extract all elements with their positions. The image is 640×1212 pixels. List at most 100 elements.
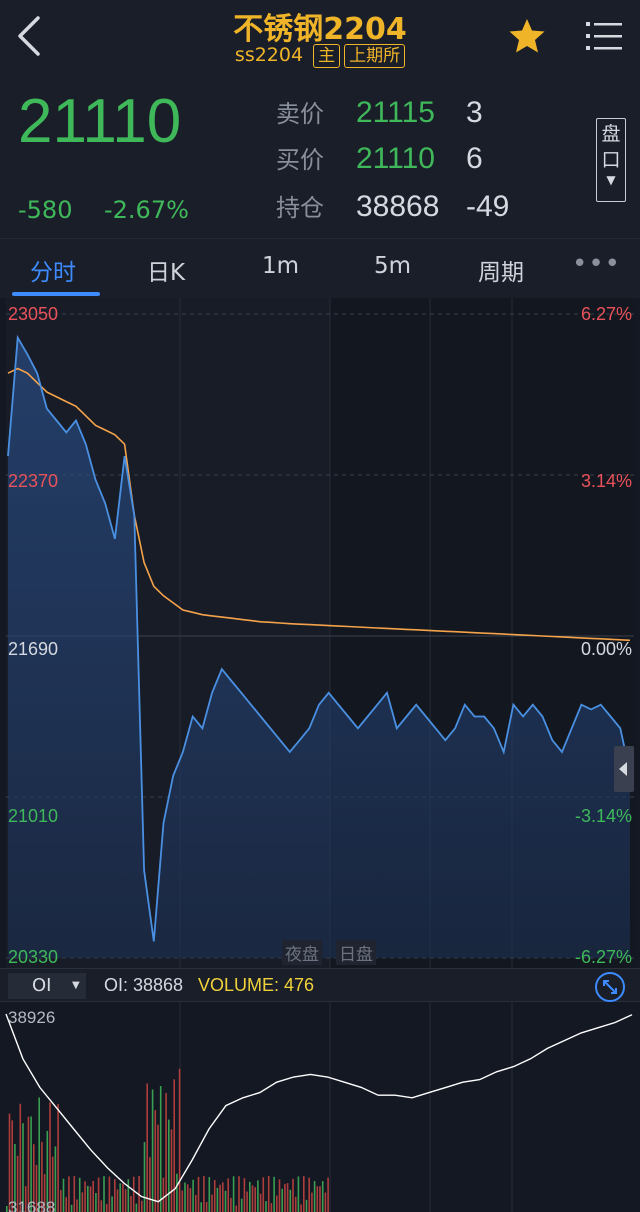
volume-bar — [249, 1181, 251, 1212]
intraday-chart[interactable]: 23050 22370 21690 21010 20330 6.27% 3.14… — [0, 298, 640, 968]
volume-bar — [219, 1184, 221, 1212]
volume-bar — [238, 1176, 240, 1212]
open-interest-line — [5, 1013, 633, 1203]
tab-5m[interactable]: 5m — [374, 253, 412, 279]
quote-panel: 21110 -580 -2.67% 卖价 21115 3 买价 21110 6 持仓 38… — [0, 80, 640, 238]
volume-bar — [222, 1182, 224, 1212]
volume-bar — [111, 1196, 113, 1212]
volume-bar — [89, 1186, 92, 1212]
volume-bar — [19, 1103, 22, 1212]
volume-bar — [27, 1116, 30, 1212]
volume-bar — [119, 1183, 121, 1212]
more-tabs-icon[interactable]: ••• — [572, 249, 622, 279]
collapse-handle[interactable] — [614, 746, 634, 792]
volume-bar — [165, 1093, 167, 1212]
volume-bar — [211, 1194, 213, 1212]
exchange-badge: 上期所 — [344, 44, 406, 68]
volume-bar — [168, 1119, 170, 1212]
volume-bar — [273, 1176, 275, 1212]
volume-bar — [65, 1197, 67, 1212]
volume-bar — [324, 1192, 327, 1212]
volume-bar — [11, 1120, 13, 1212]
back-icon[interactable] — [12, 12, 48, 60]
indicator-selector[interactable]: OI ▼ — [8, 973, 86, 999]
y-left-tick-4: 21010 — [8, 806, 59, 826]
volume-bar — [235, 1205, 238, 1212]
volume-bar — [30, 1116, 32, 1212]
volume-bar — [95, 1193, 97, 1212]
expand-icon[interactable] — [594, 971, 626, 1003]
volume-bar — [319, 1186, 321, 1212]
tab-daily-k[interactable]: 日K — [147, 260, 186, 286]
volume-bar — [122, 1183, 124, 1212]
price-line — [7, 334, 631, 942]
volume-bar — [259, 1193, 262, 1212]
volume-bar — [227, 1178, 229, 1212]
tab-period[interactable]: 周期 — [478, 260, 524, 286]
y-left-tick-5: 20330 — [8, 947, 59, 967]
volume-bar — [278, 1179, 281, 1212]
volume-bar — [173, 1079, 175, 1212]
volume-bar — [262, 1177, 265, 1212]
intraday-chart-canvas — [6, 298, 634, 968]
chevron-left-icon — [619, 762, 627, 776]
day-session-label: 日盘 — [336, 940, 376, 965]
volume-bar — [141, 1200, 143, 1212]
menu-icon[interactable] — [584, 16, 624, 56]
volume-bar — [192, 1179, 194, 1212]
volume-bar — [70, 1204, 73, 1212]
volume-bar — [292, 1178, 294, 1212]
volume-bar — [68, 1176, 70, 1212]
night-session-label: 夜盘 — [282, 940, 322, 965]
order-book-label-1: 盘 — [601, 123, 621, 145]
volume-bar — [116, 1189, 119, 1212]
volume-bar — [154, 1110, 157, 1212]
volume-bar — [151, 1089, 154, 1212]
volume-bar — [251, 1185, 254, 1212]
bid-price: 21110 — [356, 142, 435, 175]
volume-bar — [100, 1200, 103, 1212]
y-right-tick-2: 3.14% — [580, 471, 632, 491]
volume-bar — [313, 1181, 316, 1212]
tab-1m[interactable]: 1m — [262, 253, 300, 279]
bid-volume: 6 — [466, 142, 483, 175]
volume-bar — [186, 1184, 189, 1212]
volume-bar — [92, 1180, 94, 1212]
volume-bar — [321, 1181, 324, 1212]
y-left-tick-3: 21690 — [8, 639, 59, 659]
volume-bar — [135, 1203, 138, 1212]
oi-top-label: 38926 — [8, 1008, 56, 1027]
volume-bar — [35, 1164, 38, 1212]
oi-bottom-label: 31688 — [8, 1198, 56, 1212]
volume-bar — [41, 1141, 43, 1212]
tab-intraday[interactable]: 分时 — [30, 260, 76, 286]
y-right-tick-5: -6.27% — [574, 947, 632, 967]
volume-readout: VOLUME: 476 — [198, 975, 315, 995]
ask-volume: 3 — [466, 96, 483, 129]
favorite-star-icon[interactable] — [507, 16, 547, 56]
open-interest-value: 38868 — [356, 190, 440, 223]
ask-price: 21115 — [356, 96, 435, 129]
y-left-tick-1: 23050 — [8, 304, 59, 324]
volume-bar — [316, 1186, 319, 1212]
bid-label: 买价 — [276, 146, 324, 174]
oi-volume-chart[interactable]: 38926 31688 — [0, 1002, 640, 1212]
volume-bar — [73, 1176, 76, 1212]
volume-bar — [78, 1177, 81, 1212]
order-book-button[interactable]: 盘 口 ▼ — [596, 118, 626, 202]
price-change: -580 — [18, 196, 73, 224]
volume-bar — [232, 1176, 235, 1212]
volume-bar — [213, 1180, 216, 1212]
volume-bar — [8, 1113, 11, 1212]
volume-bar — [257, 1180, 259, 1212]
period-tabs: 分时 日K 1m 5m 周期 ••• — [0, 238, 640, 298]
volume-bar — [49, 1102, 51, 1212]
volume-bar — [205, 1201, 208, 1212]
volume-bar — [132, 1176, 135, 1212]
volume-bar — [246, 1191, 248, 1212]
volume-bar — [6, 1206, 8, 1212]
volume-bar — [38, 1097, 40, 1212]
contract-code: ss2204 — [234, 44, 304, 66]
volume-bar — [33, 1144, 35, 1212]
volume-bar — [286, 1183, 289, 1212]
